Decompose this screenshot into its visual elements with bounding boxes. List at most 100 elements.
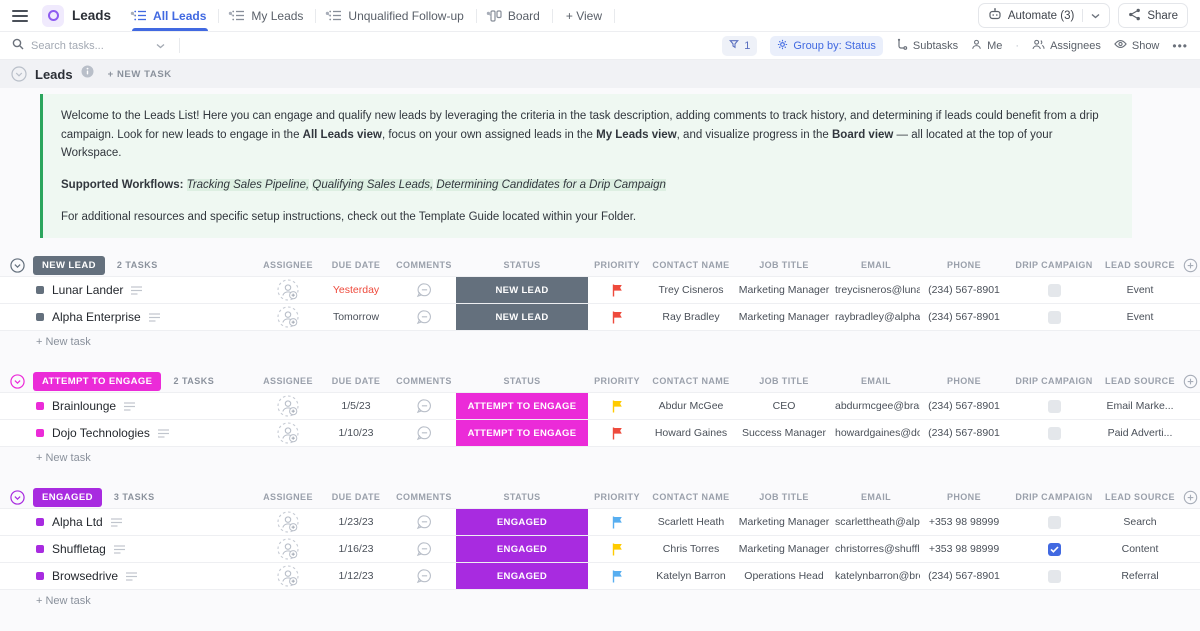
email[interactable]: raybradley@alphaent bbox=[835, 311, 920, 324]
email[interactable]: christorres@shuffleta bbox=[835, 543, 920, 556]
task-row[interactable]: Brainlounge 1/5/23 ATTEMPT TO ENGAGE Abd… bbox=[0, 393, 1200, 421]
tab-my-leads[interactable]: My Leads bbox=[219, 0, 317, 31]
task-row[interactable]: Dojo Technologies 1/10/23 ATTEMPT TO ENG… bbox=[0, 420, 1200, 448]
priority-flag-icon[interactable] bbox=[612, 311, 623, 324]
email[interactable]: abdurmcgee@brainlo bbox=[835, 400, 920, 413]
add-column-button[interactable] bbox=[1180, 490, 1200, 505]
priority-flag-icon[interactable] bbox=[612, 284, 623, 297]
status-square[interactable] bbox=[36, 402, 44, 411]
status-square[interactable] bbox=[36, 429, 44, 438]
comment-icon[interactable] bbox=[416, 568, 433, 584]
task-name[interactable]: Lunar Lander bbox=[52, 283, 124, 298]
status-badge[interactable]: ENGAGED bbox=[456, 563, 588, 590]
column-header-comments[interactable]: COMMENTS bbox=[396, 376, 452, 387]
drip-campaign-checkbox[interactable] bbox=[1047, 399, 1061, 413]
column-header-job-title[interactable]: JOB TITLE bbox=[759, 492, 809, 503]
contact-name[interactable]: Katelyn Barron bbox=[656, 570, 726, 583]
comment-icon[interactable] bbox=[416, 282, 433, 298]
column-header-contact-name[interactable]: CONTACT NAME bbox=[652, 492, 730, 503]
column-header-assignee[interactable]: ASSIGNEE bbox=[263, 260, 313, 271]
column-header-contact-name[interactable]: CONTACT NAME bbox=[652, 376, 730, 387]
group-status-badge[interactable]: ATTEMPT TO ENGAGE bbox=[33, 371, 162, 391]
tab-all-leads[interactable]: All Leads bbox=[121, 0, 220, 31]
status-badge[interactable]: ATTEMPT TO ENGAGE bbox=[456, 420, 588, 447]
task-row[interactable]: Alpha Ltd 1/23/23 ENGAGED Scarlett Heath… bbox=[0, 509, 1200, 537]
status-square[interactable] bbox=[36, 286, 44, 295]
column-header-contact-name[interactable]: CONTACT NAME bbox=[652, 260, 730, 271]
assignee-add-icon[interactable] bbox=[277, 565, 299, 587]
assignee-add-icon[interactable] bbox=[277, 279, 299, 301]
task-name[interactable]: Alpha Ltd bbox=[52, 515, 103, 530]
lead-source[interactable]: Referral bbox=[1121, 570, 1159, 583]
group-collapse-icon[interactable] bbox=[10, 373, 25, 389]
assignee-add-icon[interactable] bbox=[277, 395, 299, 417]
group-collapse-icon[interactable] bbox=[10, 489, 25, 505]
info-icon[interactable] bbox=[81, 65, 94, 83]
contact-name[interactable]: Scarlett Heath bbox=[657, 516, 725, 529]
task-name[interactable]: Shuffletag bbox=[52, 542, 106, 557]
column-header-lead-source[interactable]: LEAD SOURCE bbox=[1105, 376, 1175, 387]
show-button[interactable]: Show bbox=[1114, 39, 1159, 52]
task-name[interactable]: Alpha Enterprise bbox=[52, 310, 141, 325]
drip-campaign-checkbox[interactable] bbox=[1047, 283, 1061, 297]
chevron-down-icon[interactable] bbox=[156, 40, 165, 52]
contact-name[interactable]: Chris Torres bbox=[662, 543, 720, 556]
due-date[interactable]: Tomorrow bbox=[332, 311, 380, 324]
new-task-row[interactable]: + New task bbox=[36, 335, 91, 348]
status-square[interactable] bbox=[36, 545, 44, 554]
column-header-email[interactable]: EMAIL bbox=[861, 260, 891, 271]
comment-icon[interactable] bbox=[416, 425, 433, 441]
column-header-assignee[interactable]: ASSIGNEE bbox=[263, 376, 313, 387]
comment-icon[interactable] bbox=[416, 541, 433, 557]
share-button[interactable]: Share bbox=[1118, 3, 1188, 28]
welcome-text-segment[interactable]: Determining Candidates for a Drip Campai… bbox=[436, 178, 666, 191]
column-header-drip-campaign[interactable]: DRIP CAMPAIGN bbox=[1015, 492, 1093, 503]
phone[interactable]: (234) 567-8901 bbox=[928, 284, 1000, 297]
assignee-add-icon[interactable] bbox=[277, 511, 299, 533]
column-header-phone[interactable]: PHONE bbox=[946, 492, 981, 503]
phone[interactable]: +353 98 98999 bbox=[928, 516, 1000, 529]
task-row[interactable]: Browsedrive 1/12/23 ENGAGED Katelyn Barr… bbox=[0, 563, 1200, 591]
contact-name[interactable]: Abdur McGee bbox=[658, 400, 724, 413]
group-by-button[interactable]: Group by: Status bbox=[770, 35, 883, 56]
phone[interactable]: (234) 567-8901 bbox=[928, 311, 1000, 324]
assignee-add-icon[interactable] bbox=[277, 306, 299, 328]
email[interactable]: howardgaines@dojot bbox=[835, 427, 920, 440]
column-header-phone[interactable]: PHONE bbox=[946, 260, 981, 271]
status-badge[interactable]: NEW LEAD bbox=[456, 304, 588, 331]
task-name[interactable]: Dojo Technologies bbox=[52, 426, 150, 441]
comment-icon[interactable] bbox=[416, 309, 433, 325]
due-date[interactable]: 1/10/23 bbox=[338, 427, 374, 440]
me-filter-button[interactable]: Me bbox=[971, 39, 1002, 53]
phone[interactable]: (234) 567-8901 bbox=[928, 570, 1000, 583]
phone[interactable]: (234) 567-8901 bbox=[928, 427, 1000, 440]
column-header-drip-campaign[interactable]: DRIP CAMPAIGN bbox=[1015, 376, 1093, 387]
column-header-status[interactable]: STATUS bbox=[503, 260, 541, 271]
lead-source[interactable]: Content bbox=[1121, 543, 1159, 556]
contact-name[interactable]: Howard Gaines bbox=[654, 427, 728, 440]
email[interactable]: katelynbarron@brows bbox=[835, 570, 920, 583]
drip-campaign-checkbox[interactable] bbox=[1047, 310, 1061, 324]
job-title[interactable]: Marketing Manager bbox=[738, 311, 830, 324]
lead-source[interactable]: Event bbox=[1126, 311, 1154, 324]
drip-campaign-checkbox[interactable] bbox=[1047, 569, 1061, 583]
drip-campaign-checkbox[interactable] bbox=[1047, 426, 1061, 440]
phone[interactable]: +353 98 98999 bbox=[928, 543, 1000, 556]
lead-source[interactable]: Event bbox=[1126, 284, 1154, 297]
column-header-status[interactable]: STATUS bbox=[503, 492, 541, 503]
status-badge[interactable]: NEW LEAD bbox=[456, 277, 588, 304]
tab-board[interactable]: Board bbox=[477, 0, 553, 31]
collapse-list-icon[interactable] bbox=[11, 66, 27, 82]
priority-flag-icon[interactable] bbox=[612, 427, 623, 440]
add-view-button[interactable]: + View bbox=[553, 0, 616, 31]
new-task-row[interactable]: + New task bbox=[36, 594, 91, 607]
task-row[interactable]: Alpha Enterprise Tomorrow NEW LEAD Ray B… bbox=[0, 304, 1200, 332]
tab-unqualified-follow-up[interactable]: Unqualified Follow-up bbox=[316, 0, 478, 31]
job-title[interactable]: Success Manager bbox=[741, 427, 827, 440]
priority-flag-icon[interactable] bbox=[612, 543, 623, 556]
column-header-due-date[interactable]: DUE DATE bbox=[331, 492, 381, 503]
automate-button[interactable]: Automate (3) bbox=[977, 3, 1111, 28]
column-header-lead-source[interactable]: LEAD SOURCE bbox=[1105, 492, 1175, 503]
drip-campaign-checkbox[interactable] bbox=[1047, 542, 1061, 556]
new-task-row[interactable]: + New task bbox=[36, 451, 91, 464]
